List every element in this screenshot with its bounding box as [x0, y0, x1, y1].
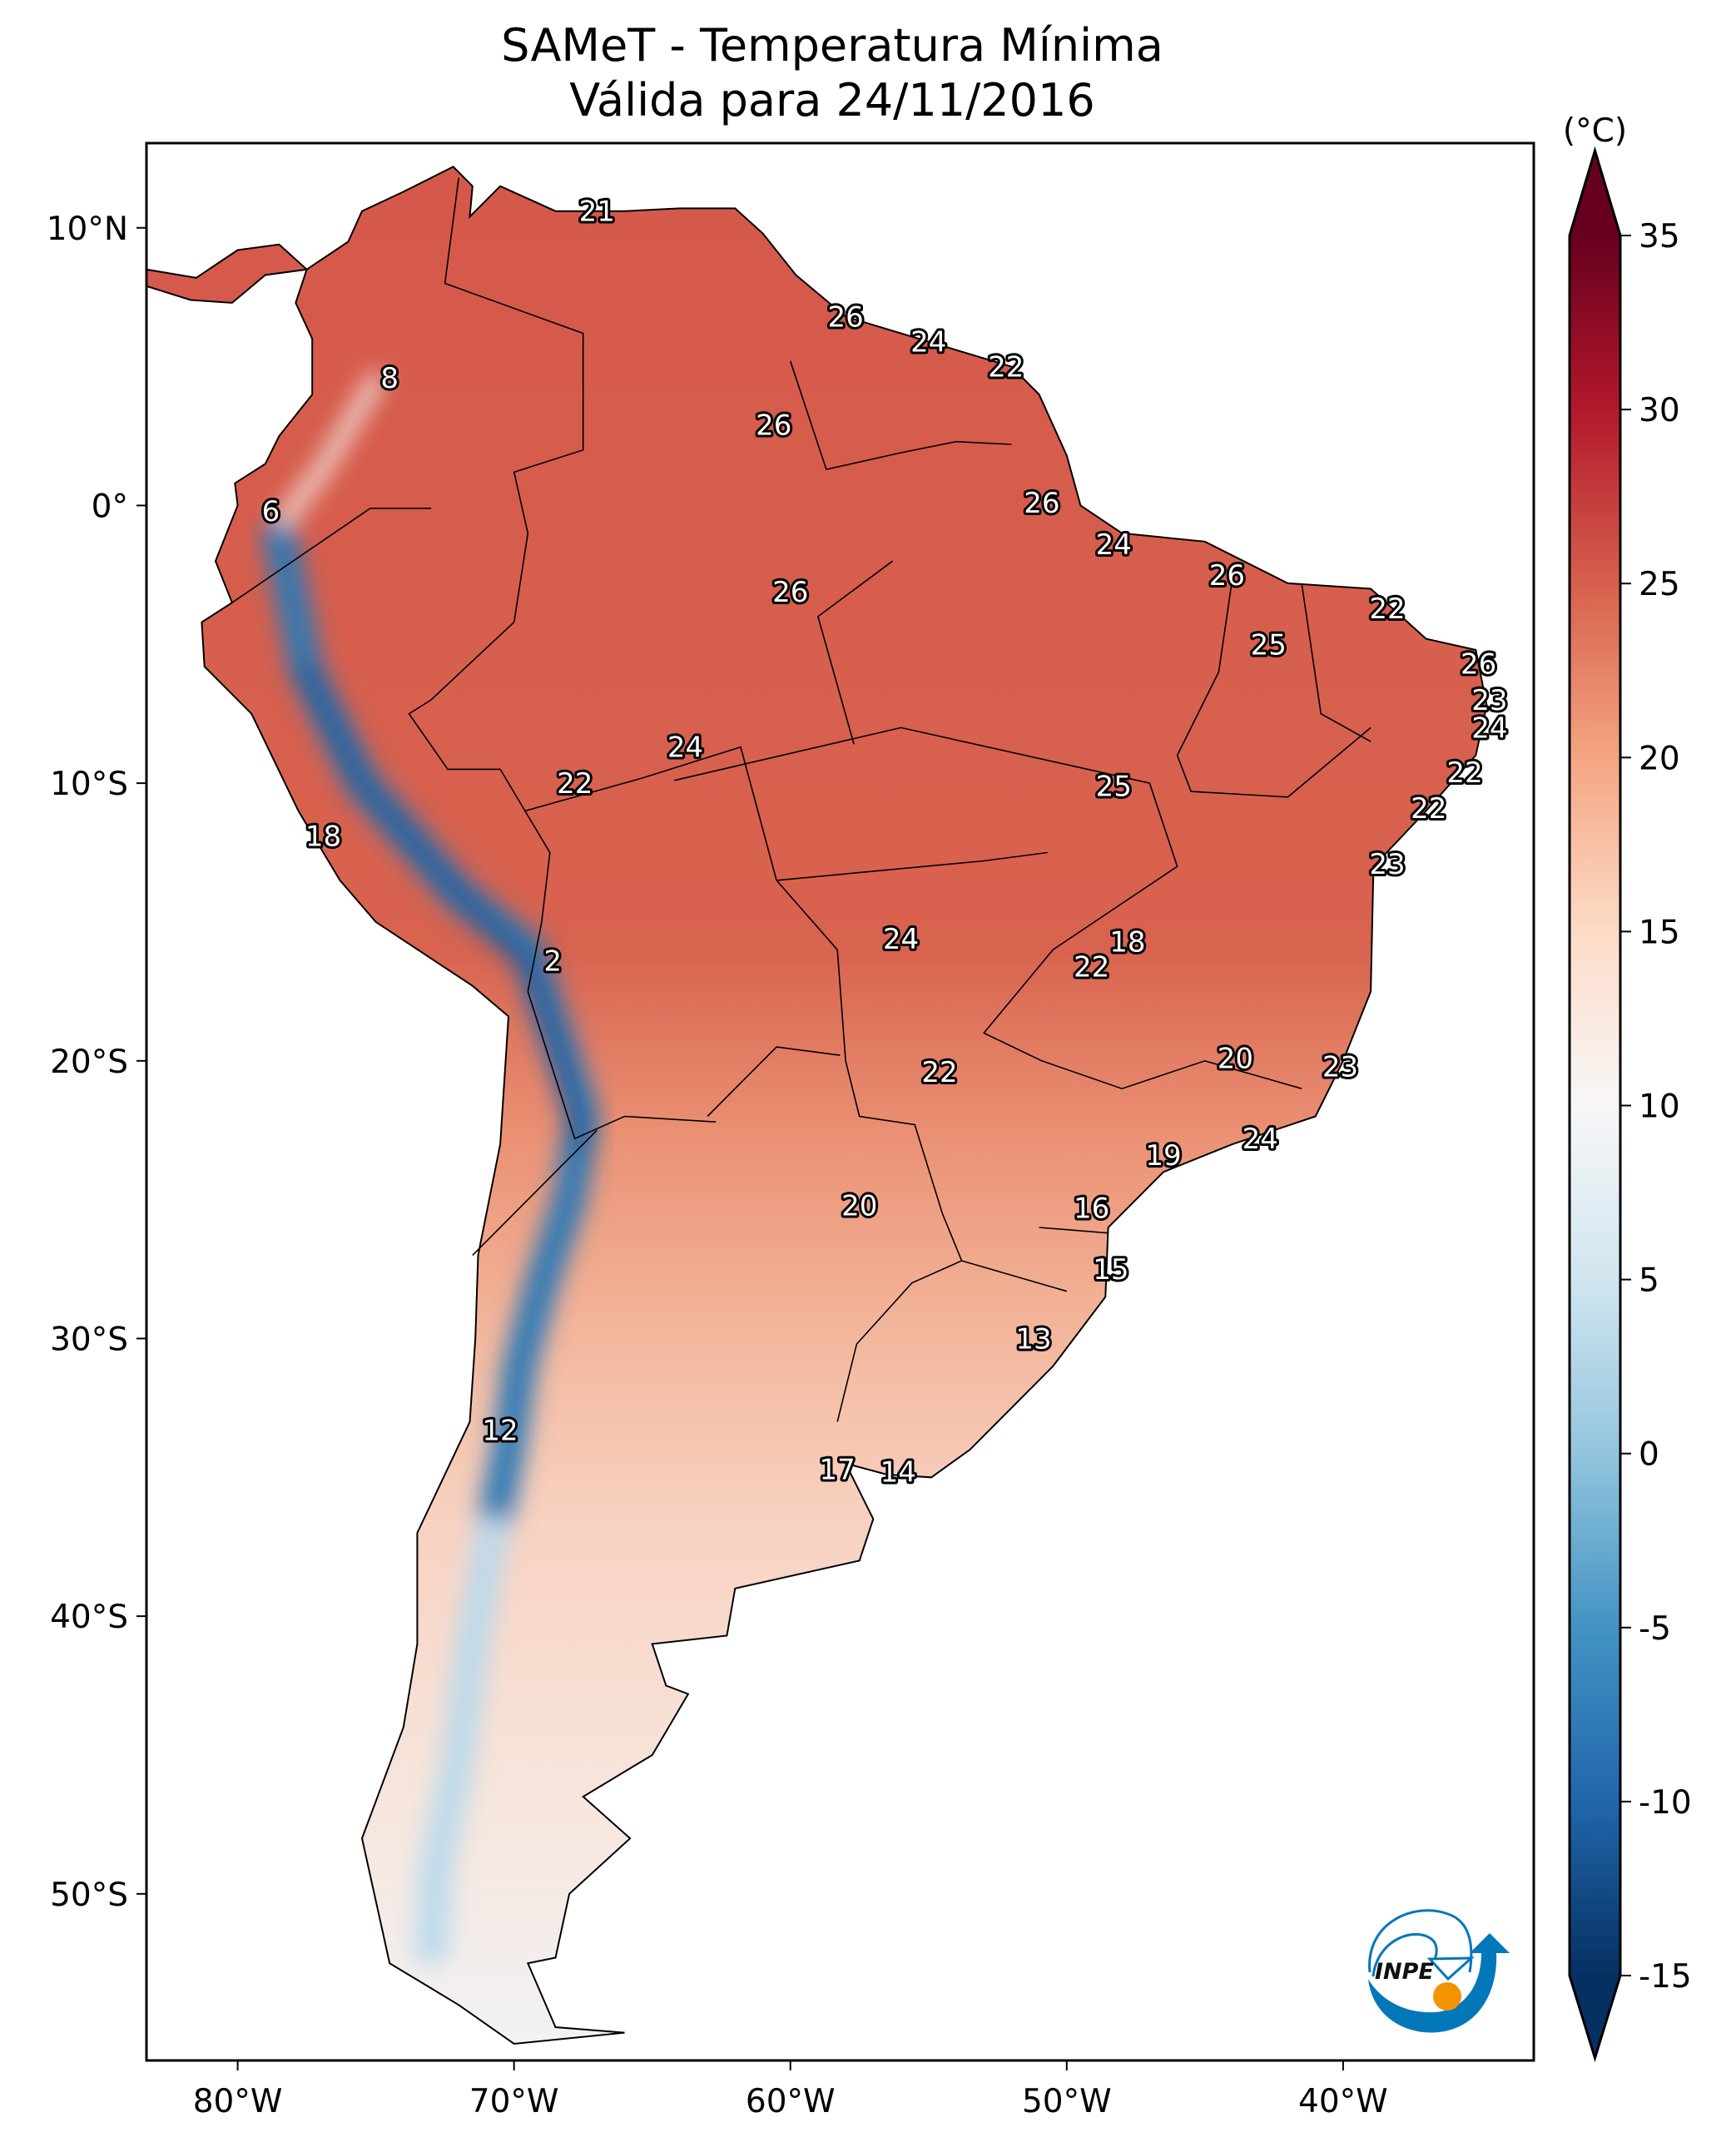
station-label: 26 — [1461, 648, 1496, 682]
station-label: 22 — [988, 351, 1024, 384]
logo-text: INPE — [1375, 1959, 1434, 1985]
border-line — [444, 177, 584, 622]
y-tick-label: 20°S — [50, 1044, 128, 1081]
colorbar-tick-label: 10 — [1639, 1088, 1680, 1126]
border-line — [1039, 1227, 1109, 1234]
border-line — [1176, 578, 1371, 798]
station-label: 22 — [1074, 950, 1109, 984]
y-tick-label: 10°N — [47, 211, 128, 248]
border-line — [472, 1129, 598, 1256]
andes-band — [414, 1516, 509, 1966]
x-tick-label: 50°W — [1022, 2083, 1112, 2120]
y-tick-label: 10°S — [50, 766, 128, 803]
border-line — [707, 1046, 841, 1118]
station-label: 12 — [482, 1415, 518, 1448]
andes-cold-region — [262, 373, 601, 1966]
station-label: 25 — [1096, 770, 1132, 803]
colorbar-tick-label: -5 — [1639, 1610, 1671, 1648]
y-tick-label: 30°S — [50, 1321, 128, 1358]
station-label: 20 — [1218, 1042, 1253, 1075]
station-label: 26 — [756, 409, 791, 443]
colorbar: 35 30 25 20 15 10 5 0 -5 -10 -15 (°C) — [1563, 112, 1692, 2063]
station-label: 23 — [1369, 848, 1405, 881]
andes-band — [277, 373, 384, 528]
border-line — [674, 726, 1302, 1090]
colorbar-min-extend — [1570, 1976, 1620, 2058]
station-label: 24 — [667, 731, 703, 765]
station-label: 26 — [1209, 559, 1245, 593]
station-label: 18 — [305, 821, 341, 854]
station-label: 8 — [380, 362, 399, 395]
station-label: 15 — [1093, 1253, 1128, 1287]
station-label: 25 — [1251, 628, 1287, 662]
colorbar-gradient — [1570, 236, 1620, 1976]
longitude-axis: 80°W 70°W 60°W 50°W 40°W — [193, 2060, 1388, 2120]
station-label: 26 — [828, 301, 864, 335]
station-label: 24 — [1471, 712, 1507, 745]
y-tick-label: 0° — [92, 488, 128, 525]
border-line — [816, 560, 894, 745]
station-label: 19 — [1145, 1139, 1181, 1173]
colorbar-tick-label: -15 — [1639, 1958, 1692, 1996]
station-label: 18 — [1109, 925, 1145, 959]
station-label: 23 — [1471, 684, 1507, 717]
station-label: 16 — [1074, 1193, 1109, 1226]
station-label: 21 — [579, 196, 615, 229]
station-label: 14 — [880, 1456, 916, 1490]
colorbar-tick-label: -10 — [1639, 1784, 1692, 1822]
station-label: 22 — [1446, 756, 1482, 790]
inpe-logo: INPE — [1368, 1909, 1510, 2033]
station-label: 26 — [772, 576, 808, 609]
y-tick-label: 50°S — [50, 1877, 128, 1914]
coastline — [146, 166, 1488, 2045]
station-label: 26 — [1024, 487, 1059, 520]
station-label: 23 — [1322, 1050, 1358, 1083]
colorbar-tick-label: 35 — [1639, 218, 1680, 255]
border-line — [527, 991, 717, 1140]
station-label: 22 — [557, 767, 593, 801]
title-line-1: SAMeT - Temperatura Mínima — [501, 19, 1163, 72]
colorbar-unit-label: (°C) — [1563, 112, 1627, 150]
border-line — [1301, 583, 1371, 742]
state-borders — [231, 177, 1371, 1422]
x-tick-label: 60°W — [746, 2083, 836, 2120]
station-label: 13 — [1015, 1322, 1051, 1356]
station-label: 22 — [1411, 792, 1446, 826]
colorbar-tick-label: 15 — [1639, 914, 1680, 951]
border-line — [524, 811, 551, 992]
station-label: 22 — [1369, 593, 1405, 626]
station-label: 24 — [1242, 1123, 1278, 1156]
colorbar-tick-label: 0 — [1639, 1436, 1659, 1474]
border-line — [789, 360, 1012, 471]
station-label: 24 — [910, 326, 946, 359]
y-tick-label: 40°S — [50, 1599, 128, 1636]
station-label: 24 — [1096, 528, 1132, 562]
station-label: 17 — [820, 1453, 856, 1486]
chart-title: SAMeT - Temperatura Mínima Válida para 2… — [0, 18, 1664, 128]
border-line — [231, 508, 431, 603]
colorbar-tick-label: 5 — [1639, 1262, 1659, 1300]
colorbar-tick-label: 20 — [1639, 740, 1680, 777]
colorbar-max-extend — [1570, 151, 1620, 236]
andes-band — [297, 662, 590, 1153]
border-line — [776, 851, 1048, 881]
x-tick-label: 80°W — [193, 2083, 283, 2120]
x-tick-label: 40°W — [1298, 2083, 1388, 2120]
station-label: 6 — [262, 495, 280, 528]
border-line — [408, 622, 963, 1422]
station-label: 22 — [921, 1056, 957, 1089]
station-label: 20 — [841, 1189, 877, 1222]
station-label: 2 — [543, 945, 562, 979]
border-line — [961, 1260, 1068, 1292]
colorbar-tick-label: 30 — [1639, 392, 1680, 429]
colorbar-tick-label: 25 — [1639, 566, 1680, 603]
title-line-2: Válida para 24/11/2016 — [569, 74, 1095, 126]
station-label: 24 — [883, 923, 919, 956]
x-tick-label: 70°W — [469, 2083, 559, 2120]
map-frame — [145, 141, 1535, 2062]
latitude-axis: 10°N 0° 10°S 20°S 30°S 40°S 50°S — [47, 211, 146, 1914]
